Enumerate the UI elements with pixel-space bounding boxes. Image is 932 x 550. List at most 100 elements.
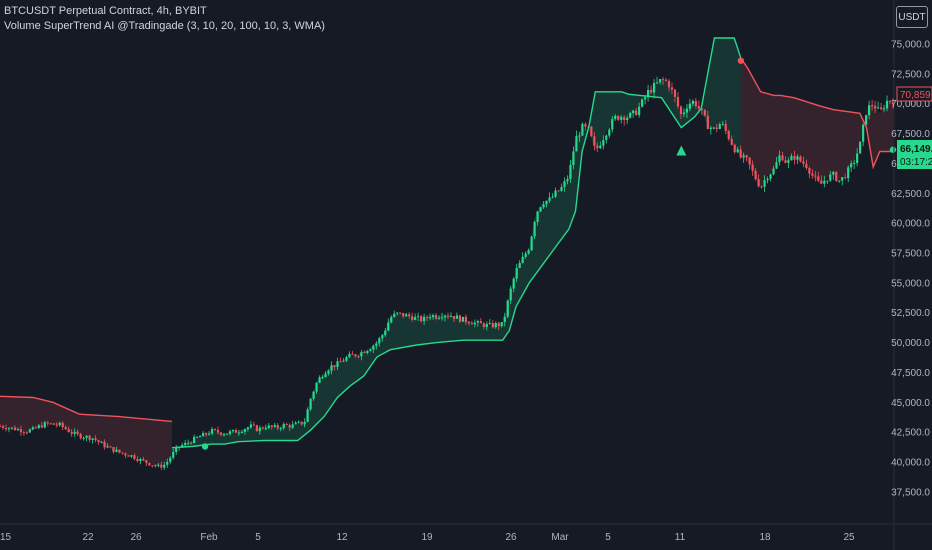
candle-body (623, 116, 626, 121)
candle-body (282, 424, 285, 429)
candle-body (249, 424, 252, 428)
candle-body (67, 429, 70, 433)
candle-body (324, 373, 327, 378)
candle-body (832, 172, 835, 175)
candle-body (527, 250, 530, 254)
candle-body (91, 438, 94, 440)
price-tick-label: 72,500.0 (891, 69, 930, 80)
candle-body (727, 131, 730, 140)
candle-body (661, 79, 665, 81)
candle-body (859, 141, 862, 154)
symbol-title[interactable]: BTCUSDT Perpetual Contract, 4h, BYBIT (4, 5, 207, 17)
candle-body (64, 427, 67, 430)
candle-body (142, 459, 145, 461)
currency-button[interactable]: USDT (896, 6, 928, 28)
last-price-label: 66,149.2 03:17:24 (897, 140, 932, 169)
candle-body (222, 434, 226, 436)
candle-body (766, 178, 769, 181)
candle-body (136, 458, 139, 462)
candle-body (103, 441, 106, 448)
candle-body (261, 427, 264, 429)
candle-body (154, 465, 157, 467)
candle-body (703, 110, 706, 116)
candle-body (363, 352, 366, 354)
candle-body (231, 429, 235, 432)
candle-body (369, 349, 372, 352)
candle-body (596, 145, 599, 149)
indicator-title[interactable]: Volume SuperTrend AI @Tradingade (3, 10,… (4, 20, 325, 32)
price-tick-label: 45,000.0 (891, 398, 930, 409)
candle-body (763, 180, 766, 187)
signal-layer (201, 57, 897, 450)
candle-body (464, 316, 468, 323)
supertrend-bull-line (171, 37, 742, 449)
candle-body (724, 123, 727, 132)
time-tick-label: 25 (843, 532, 855, 543)
candle-body (196, 436, 199, 438)
time-tick-label: 26 (130, 532, 142, 543)
candle-body (626, 117, 629, 121)
candle-body (267, 425, 270, 429)
candle-body (446, 315, 450, 317)
time-tick-label: 15 (0, 532, 12, 543)
candle-body (172, 451, 175, 458)
candle-body (590, 126, 593, 137)
price-tick-label: 47,500.0 (891, 368, 930, 379)
candle-body (572, 151, 575, 165)
candle-body (652, 82, 656, 93)
candle-body (37, 425, 40, 429)
candle-body (7, 428, 11, 430)
candle-body (658, 79, 662, 83)
candle-body (240, 431, 244, 433)
candle-body (638, 106, 641, 116)
upper-price-label: 70,859.7 (896, 86, 932, 102)
candle-body (452, 316, 456, 319)
supertrend-layer (0, 37, 893, 449)
candle-body (88, 435, 91, 440)
candle-body (243, 429, 247, 432)
candle-body (688, 103, 692, 109)
candle-body (58, 422, 61, 426)
bull-dot-marker (889, 146, 897, 153)
candle-body (799, 156, 802, 162)
candle-body (736, 149, 739, 153)
candle-body (694, 100, 697, 107)
candle-body (139, 459, 142, 462)
candle-body (204, 433, 208, 435)
candle-body (605, 135, 608, 140)
candle-body (351, 353, 354, 355)
candle-body (169, 457, 172, 462)
candle-body (348, 353, 351, 358)
time-tick-label: 5 (255, 532, 261, 543)
candle-body (850, 163, 853, 168)
candle-body (321, 377, 324, 379)
candle-body (408, 314, 411, 317)
candle-body (554, 190, 557, 197)
candle-body (285, 424, 288, 426)
candle-body (10, 427, 14, 429)
candle-body (730, 139, 733, 145)
time-axis[interactable]: 15 22 26 Feb 5 12 19 26 Mar 5 11 18 25 (0, 532, 855, 543)
candle-body (184, 442, 187, 445)
candle-body (82, 437, 85, 439)
candle-body (342, 360, 345, 362)
candle-body (709, 127, 712, 130)
candle-body (336, 361, 339, 367)
bear-fill-1 (0, 396, 172, 467)
candle-body (312, 391, 315, 399)
candle-body (420, 316, 423, 322)
candle-layer (0, 76, 895, 470)
time-tick-label: 18 (759, 532, 771, 543)
candle-body (557, 190, 560, 192)
candle-body (742, 155, 745, 158)
candle-body (61, 422, 64, 428)
candle-body (811, 173, 814, 176)
candle-body (43, 422, 46, 428)
candle-body (542, 204, 545, 208)
price-tick-label: 40,000.0 (891, 458, 930, 469)
candle-body (805, 163, 808, 169)
candle-body (270, 425, 273, 427)
candle-body (641, 99, 644, 107)
trend-fill-layer (0, 38, 893, 467)
